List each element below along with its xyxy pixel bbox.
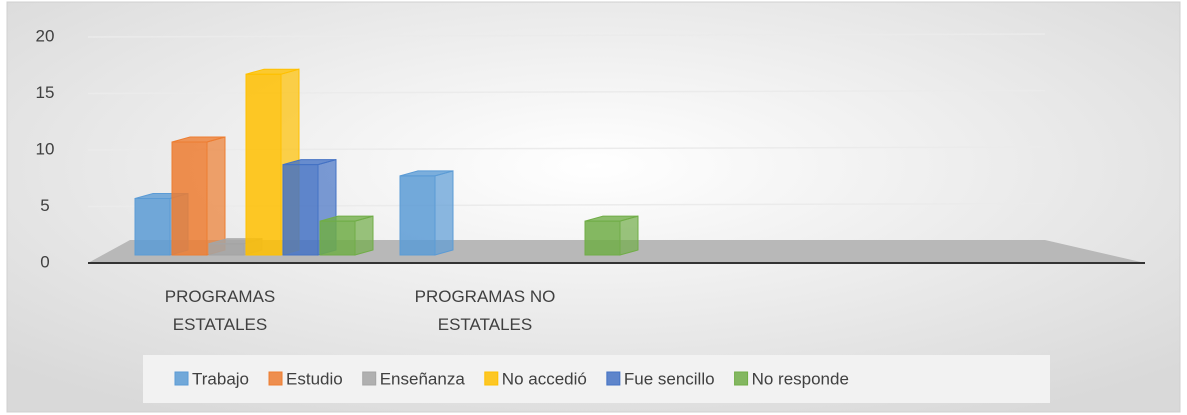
bar	[171, 136, 226, 256]
bar-front	[282, 164, 319, 256]
bar-side	[619, 215, 639, 256]
legend-label: Enseñanza	[380, 369, 466, 388]
bar-front	[245, 73, 282, 256]
bar-side	[434, 170, 454, 256]
legend-label: Fue sencillo	[624, 369, 715, 388]
legend-swatch	[174, 371, 189, 386]
bar-front	[208, 243, 245, 256]
x-tick-label: PROGRAMAS ESTATALES	[165, 287, 276, 334]
x-tick-line: PROGRAMAS	[165, 287, 276, 306]
legend-swatch	[734, 371, 749, 386]
bar	[399, 170, 454, 256]
legend-label: Estudio	[286, 369, 343, 388]
x-tick-line: ESTATALES	[438, 315, 532, 334]
bar-front	[171, 141, 208, 256]
x-tick-label: PROGRAMAS NO ESTATALES	[415, 287, 556, 334]
bar	[584, 215, 639, 256]
legend-swatch	[606, 371, 621, 386]
grid-line	[87, 33, 1046, 38]
bar-front	[399, 175, 436, 256]
bar	[245, 68, 300, 256]
legend-swatch	[484, 371, 499, 386]
legend-swatch	[362, 371, 377, 386]
bar-side	[354, 215, 374, 256]
x-tick-line: ESTATALES	[173, 315, 267, 334]
x-tick-line: PROGRAMAS NO	[415, 287, 556, 306]
y-tick-label: 15	[36, 83, 55, 102]
y-tick-label: 5	[40, 196, 49, 215]
legend-box	[143, 355, 1050, 403]
legend-label: Trabajo	[192, 369, 249, 388]
y-tick-label: 0	[40, 252, 49, 271]
bar-front	[584, 220, 621, 256]
y-tick-label: 20	[36, 26, 55, 45]
bar-front	[134, 198, 171, 256]
bar	[319, 215, 374, 256]
legend-label: No accedió	[502, 369, 587, 388]
legend-label: No responde	[752, 369, 849, 388]
bar-front	[319, 220, 356, 256]
bar-side	[206, 136, 226, 256]
legend-swatch	[268, 371, 283, 386]
y-tick-label: 10	[36, 139, 55, 158]
